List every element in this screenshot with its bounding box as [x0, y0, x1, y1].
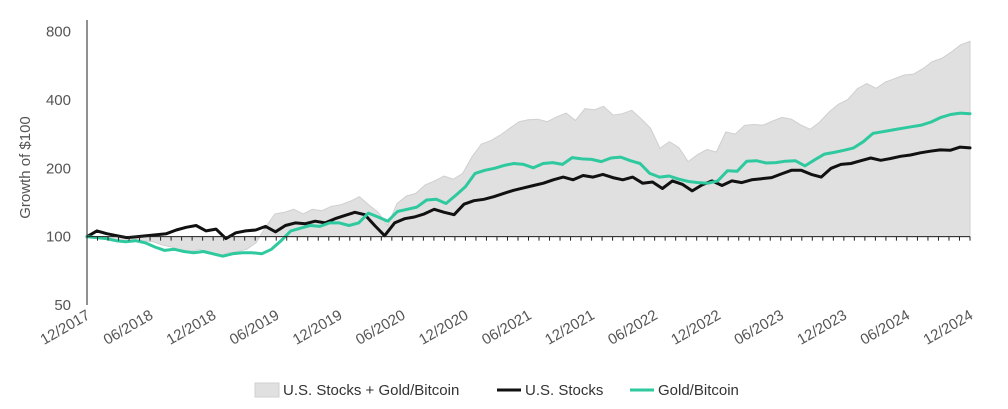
legend-us-stocks: U.S. Stocks	[497, 382, 603, 399]
legend-gold-bitcoin: Gold/Bitcoin	[630, 382, 739, 399]
y-tick-label: 200	[46, 160, 71, 177]
x-tick-label: 12/2020	[416, 307, 471, 349]
x-tick-label: 12/2021	[542, 307, 597, 349]
plot-area	[85, 40, 972, 258]
y-axis-title: Growth of $100	[17, 116, 34, 219]
y-tick-label: 100	[46, 229, 71, 246]
x-tick-label: 06/2018	[101, 307, 156, 349]
combined-area	[87, 40, 971, 257]
x-tick-label: 12/2024	[921, 307, 976, 349]
us-stocks-line	[85, 145, 972, 241]
legend-swatch	[254, 382, 280, 398]
y-tick-label: 400	[46, 92, 71, 109]
x-tick-label: 12/2023	[794, 307, 849, 349]
gold-bitcoin-line	[85, 111, 972, 258]
x-tick-label: 06/2024	[857, 307, 912, 349]
x-tick-label: 06/2019	[227, 307, 282, 349]
x-tick-label: 06/2022	[605, 307, 660, 349]
x-tick-label: 06/2023	[731, 307, 786, 349]
x-tick-label: 12/2018	[164, 307, 219, 349]
legend-label: Gold/Bitcoin	[658, 382, 739, 399]
x-tick-label: 06/2020	[353, 307, 408, 349]
legend-combined: U.S. Stocks + Gold/Bitcoin	[254, 382, 459, 399]
legend: U.S. Stocks + Gold/Bitcoin U.S. Stocks Gol…	[254, 382, 739, 399]
x-tick-label: 12/2019	[290, 307, 345, 349]
x-tick-label: 06/2021	[479, 307, 534, 349]
x-tick-label: 12/2022	[668, 307, 723, 349]
axes	[86, 20, 971, 305]
legend-label: U.S. Stocks	[525, 382, 603, 399]
y-tick-label: 800	[46, 24, 71, 41]
legend-label: U.S. Stocks + Gold/Bitcoin	[283, 382, 459, 399]
y-tick-label: 50	[54, 297, 71, 314]
